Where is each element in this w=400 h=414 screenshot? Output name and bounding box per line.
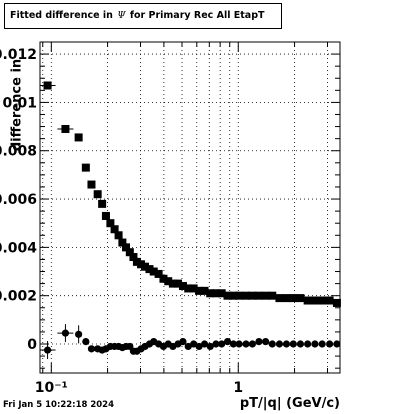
data-point-square xyxy=(248,291,257,300)
data-point-circle xyxy=(82,337,90,346)
timestamp: Fri Jan 5 10:22:18 2024 xyxy=(3,400,115,410)
data-point-circle xyxy=(218,340,226,348)
data-point-circle xyxy=(179,337,187,346)
data-point-square xyxy=(200,286,209,295)
data-point-square xyxy=(168,279,177,288)
data-point-circle xyxy=(289,340,297,348)
data-point-square xyxy=(149,267,158,276)
y-tick-label: 0.012 xyxy=(0,47,37,63)
data-point-square xyxy=(184,284,193,293)
data-point-circle xyxy=(242,340,250,348)
y-tick-label: 0.004 xyxy=(0,240,37,256)
data-point-square xyxy=(289,294,298,303)
plot-frame xyxy=(39,41,341,374)
data-point-square xyxy=(61,124,70,133)
data-point-circle xyxy=(268,340,276,348)
data-point-square xyxy=(145,265,154,274)
y-tick-label: 0.006 xyxy=(0,192,37,208)
data-point-square xyxy=(303,296,312,305)
data-point-square xyxy=(81,163,90,172)
data-point-circle xyxy=(282,340,291,348)
title-suffix: for Primary Rec All EtapT xyxy=(129,10,265,21)
data-point-square xyxy=(242,291,251,300)
data-point-square xyxy=(154,269,163,278)
data-point-square xyxy=(206,289,215,298)
data-point-circle xyxy=(195,342,203,351)
data-point-square xyxy=(159,274,168,283)
y-tick-label: 0 xyxy=(27,337,37,353)
data-point-circle xyxy=(75,330,83,338)
data-point-square xyxy=(93,190,102,199)
data-point-circle xyxy=(206,342,214,351)
data-point-square xyxy=(318,296,327,305)
data-point-circle xyxy=(200,340,209,348)
data-point-circle xyxy=(333,340,341,348)
data-point-square xyxy=(173,279,182,288)
data-point-square xyxy=(164,277,173,286)
data-point-square xyxy=(101,211,110,220)
data-point-circle xyxy=(255,337,263,346)
data-point-square xyxy=(235,291,244,300)
title-symbol: Ψ xyxy=(117,10,126,21)
data-point-circle xyxy=(223,337,232,346)
data-point-circle xyxy=(212,340,220,348)
data-point-square xyxy=(129,253,138,262)
data-point-square xyxy=(125,248,134,257)
data-point-square xyxy=(106,219,115,228)
data-point-square xyxy=(114,231,123,240)
data-point-square xyxy=(74,133,83,142)
data-point-square xyxy=(310,296,319,305)
data-point-square xyxy=(229,291,238,300)
data-point-square xyxy=(189,284,198,293)
data-point-square xyxy=(211,289,220,298)
data-point-square xyxy=(43,81,52,90)
data-point-square xyxy=(132,257,141,266)
data-point-square xyxy=(178,282,187,291)
data-point-square xyxy=(87,180,96,189)
data-point-square xyxy=(110,225,119,234)
y-tick-label: 0.002 xyxy=(0,289,37,305)
data-point-circle xyxy=(61,329,70,337)
data-point-circle xyxy=(275,340,284,348)
y-axis-label: difference in xyxy=(9,58,25,152)
data-point-circle xyxy=(304,340,312,348)
data-point-circle xyxy=(296,340,305,348)
y-tick-label: 0.008 xyxy=(0,144,37,160)
data-point-square xyxy=(217,289,226,298)
data-point-square xyxy=(296,294,305,303)
data-point-circle xyxy=(326,340,334,348)
title-prefix: Fitted difference in xyxy=(10,10,113,21)
data-point-circle xyxy=(318,340,326,348)
chart-title: Fitted difference in Ψ for Primary Rec A… xyxy=(4,3,282,29)
data-point-square xyxy=(118,238,127,247)
x-tick-label: 1 xyxy=(233,380,243,396)
data-point-square xyxy=(223,291,232,300)
data-point-square xyxy=(275,294,284,303)
data-point-square xyxy=(282,294,291,303)
data-point-circle xyxy=(229,340,238,348)
data-point-circle xyxy=(311,340,319,348)
data-point-circle xyxy=(235,340,243,348)
data-point-square xyxy=(98,199,107,208)
data-point-square xyxy=(195,286,204,295)
y-tick-label: 0.01 xyxy=(2,95,37,111)
data-point-circle xyxy=(43,346,52,354)
data-point-square xyxy=(254,291,263,300)
data-point-square xyxy=(268,291,277,300)
data-point-circle xyxy=(190,340,198,348)
data-point-circle xyxy=(87,345,96,353)
data-point-square xyxy=(140,262,149,271)
data-point-square xyxy=(332,298,341,307)
data-point-circle xyxy=(184,342,192,351)
x-axis-label: pT/|q| (GeV/c) xyxy=(239,396,340,411)
data-point-circle xyxy=(261,337,270,346)
x-tick-label: 10⁻¹ xyxy=(35,380,68,396)
data-point-square xyxy=(122,243,131,252)
data-point-square xyxy=(261,291,270,300)
data-point-square xyxy=(325,296,334,305)
data-point-circle xyxy=(248,340,257,348)
